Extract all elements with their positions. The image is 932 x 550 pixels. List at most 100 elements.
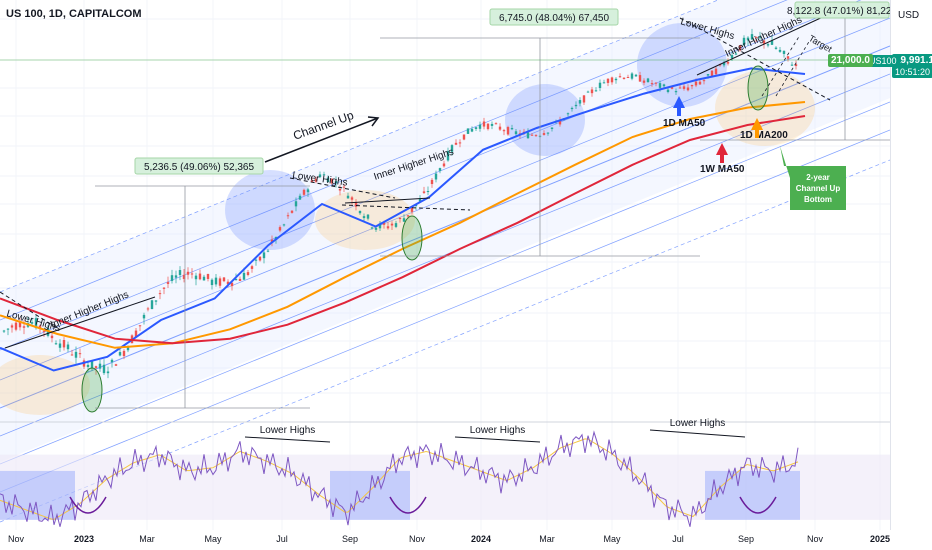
trend-line	[679, 17, 831, 101]
candle-body	[402, 218, 406, 222]
candle-body	[498, 126, 502, 130]
candle-body	[770, 40, 774, 45]
candle-body	[654, 82, 658, 84]
candle-body	[762, 40, 766, 44]
top-zone	[505, 84, 585, 156]
candle-body	[50, 335, 54, 339]
candle-body	[6, 328, 10, 330]
candle-body	[782, 50, 786, 54]
candle-body	[214, 277, 218, 285]
channel-fill	[0, 0, 890, 462]
candle-body	[594, 90, 598, 92]
candle-body	[414, 205, 418, 207]
currency-label: USD	[898, 10, 920, 21]
rsi-lower-highs-label: Lower Highs	[470, 425, 526, 436]
price-axis[interactable]	[890, 0, 932, 530]
rsi-lower-highs-label: Lower Highs	[670, 418, 726, 429]
candle-body	[382, 222, 386, 225]
candle-body	[298, 195, 302, 200]
target-price-tag: 21,000.0	[828, 54, 873, 67]
candle-body	[622, 77, 626, 79]
candle-body	[702, 80, 706, 82]
x-tick-label: May	[603, 534, 621, 544]
ma50-1w-line	[0, 115, 806, 345]
candle-body	[174, 275, 178, 278]
candle-body	[458, 142, 462, 144]
candle-body	[194, 275, 198, 280]
candle-body	[722, 62, 726, 66]
candle-body	[2, 330, 6, 332]
candle-body	[642, 80, 646, 83]
candle-body	[678, 87, 682, 89]
candle-body	[86, 364, 90, 367]
candle-body	[526, 132, 530, 139]
candle-body	[422, 191, 426, 193]
candle-body	[222, 277, 226, 282]
candle-body	[294, 201, 298, 207]
candle-body	[30, 322, 34, 324]
callout-line-2: Channel Up	[796, 184, 841, 193]
candle-body	[138, 325, 142, 327]
candle-body	[250, 266, 254, 269]
candle-body	[62, 339, 66, 348]
callout-line-3: Bottom	[804, 195, 832, 204]
channel-up-arrowhead	[367, 116, 380, 127]
callout-line-1: 2-year	[806, 173, 830, 182]
channel-line	[0, 17, 891, 381]
ma50-1d-label: 1D MA50	[663, 118, 706, 129]
candle-body	[78, 353, 82, 355]
measure-label-2023: 5,236.5 (49.06%) 52,365	[144, 162, 255, 173]
candle-body	[218, 278, 222, 286]
candle-body	[90, 360, 94, 369]
candle-body	[670, 86, 674, 89]
candle-body	[342, 186, 346, 188]
channel-up-label: Channel Up	[291, 108, 356, 143]
candle-body	[698, 81, 702, 85]
channel-line	[0, 101, 891, 465]
candle-body	[558, 120, 562, 125]
candle-body	[242, 272, 246, 280]
candle-body	[178, 270, 182, 276]
ma50-1w-label: 1W MA50	[700, 164, 745, 175]
candle-body	[490, 123, 494, 126]
candle-body	[502, 130, 506, 132]
candle-body	[202, 276, 206, 281]
candle-body	[262, 252, 266, 259]
rsi-box	[705, 470, 800, 520]
candle-body	[426, 190, 430, 192]
channel-line	[0, 0, 862, 351]
candle-body	[318, 174, 322, 178]
bottom-zone	[0, 355, 90, 415]
candle-body	[58, 343, 62, 348]
candle-body	[54, 343, 58, 345]
x-tick-label: Mar	[539, 534, 555, 544]
candle-body	[74, 351, 78, 358]
candle-body	[618, 76, 622, 78]
measure-label-2023-box	[134, 157, 264, 175]
candle-body	[22, 326, 26, 328]
candle-body	[398, 218, 402, 220]
candle-body	[494, 123, 498, 125]
bottom-zone	[315, 190, 415, 250]
measure-label-2024: 6,745.0 (48.04%) 67,450	[499, 13, 610, 24]
candle-body	[362, 216, 366, 219]
candle-body	[66, 344, 70, 350]
candle-body	[254, 259, 258, 261]
candle-body	[674, 91, 678, 93]
candle-body	[590, 89, 594, 94]
trend-line	[0, 291, 61, 331]
candle-body	[346, 195, 350, 199]
ma50-1d-arrow	[673, 96, 685, 116]
candle-body	[102, 364, 106, 374]
candle-body	[786, 56, 790, 59]
candle-body	[506, 127, 510, 135]
candle-body	[706, 74, 710, 76]
candle-body	[38, 325, 42, 329]
x-tick-label: Nov	[409, 534, 426, 544]
candle-body	[150, 300, 154, 310]
candle-body	[146, 308, 150, 310]
candle-body	[602, 82, 606, 84]
candle-body	[98, 363, 102, 369]
